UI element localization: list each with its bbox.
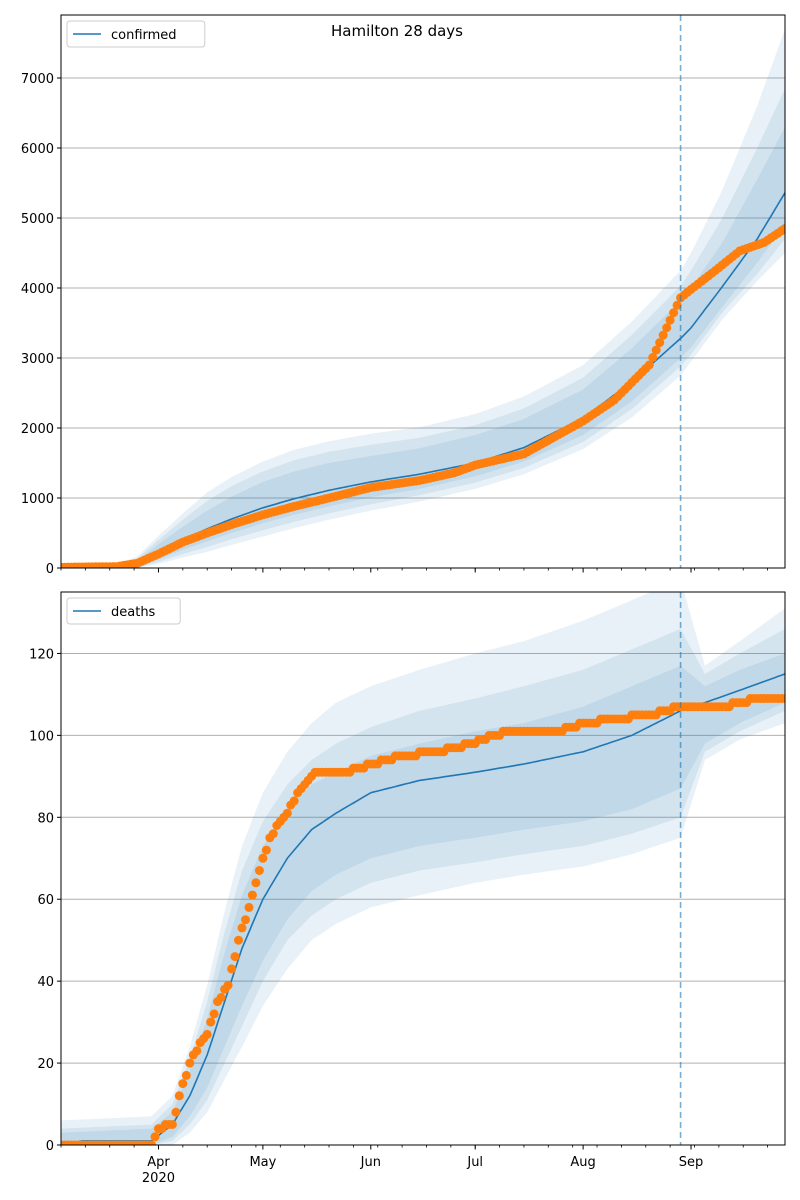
observed-point xyxy=(209,1009,219,1019)
uncertainty-band xyxy=(61,29,785,568)
y-tick-label: 1000 xyxy=(21,492,54,507)
observed-point xyxy=(167,1120,177,1129)
observed-point xyxy=(192,1046,202,1056)
observed-point xyxy=(147,1140,156,1145)
x-tick-label: Jun xyxy=(360,1155,381,1170)
observed-point xyxy=(665,315,675,325)
observed-point xyxy=(672,300,682,310)
x-tick-sublabel: 2020 xyxy=(142,1171,175,1186)
legend-label: confirmed xyxy=(111,28,177,43)
observed-point xyxy=(241,915,250,925)
observed-point xyxy=(268,829,278,839)
uncertainty-band xyxy=(61,653,785,1145)
observed-point xyxy=(206,1017,216,1027)
y-tick-label: 4000 xyxy=(21,282,54,297)
figure-title: Hamilton 28 days xyxy=(331,22,463,40)
x-tick-label: Apr xyxy=(147,1155,170,1170)
legend: confirmed xyxy=(66,20,206,48)
observed-point xyxy=(202,1029,212,1039)
observed-point xyxy=(289,796,299,806)
observed-point xyxy=(247,890,257,900)
observed-point xyxy=(244,902,254,912)
observed-point xyxy=(780,694,785,703)
observed-point xyxy=(185,1058,195,1068)
y-tick-label: 80 xyxy=(37,811,54,826)
observed-point xyxy=(258,853,268,863)
y-tick-label: 60 xyxy=(37,893,54,908)
y-tick-label: 0 xyxy=(46,1139,54,1154)
y-tick-label: 6000 xyxy=(21,142,54,157)
observed-point xyxy=(254,866,264,875)
observed-point xyxy=(150,1132,160,1142)
uncertainty-band xyxy=(61,628,785,1145)
observed-point xyxy=(216,993,226,1002)
x-tick-label: Aug xyxy=(570,1155,595,1170)
y-tick-label: 100 xyxy=(29,729,54,744)
observed-point xyxy=(171,1107,181,1117)
observed-point xyxy=(651,345,661,355)
y-tick-label: 5000 xyxy=(21,212,54,227)
observed-point xyxy=(230,952,240,962)
uncertainty-band xyxy=(61,88,785,568)
observed-point xyxy=(181,1070,191,1080)
observed-point xyxy=(178,1079,188,1089)
observed-point xyxy=(644,360,654,370)
observed-point xyxy=(780,224,785,233)
uncertainty-band xyxy=(61,592,785,1145)
observed-point xyxy=(227,964,237,974)
observed-point xyxy=(251,878,261,888)
x-tick-label: Jul xyxy=(466,1155,483,1170)
axes-frame xyxy=(60,14,786,569)
observed-point xyxy=(234,935,243,945)
observed-point xyxy=(237,923,247,933)
y-tick-label: 40 xyxy=(37,975,54,990)
observed-point xyxy=(662,323,672,333)
legend-box xyxy=(66,597,181,625)
observed-point xyxy=(282,808,292,818)
observed-point xyxy=(174,1091,184,1101)
legend-box xyxy=(66,20,206,48)
legend: deaths xyxy=(66,597,181,625)
observed-point xyxy=(223,980,233,990)
observed-point xyxy=(261,845,271,855)
observed-point xyxy=(658,330,668,340)
y-tick-label: 0 xyxy=(46,562,54,577)
model-line xyxy=(61,673,785,1145)
y-tick-label: 2000 xyxy=(21,422,54,437)
y-tick-label: 20 xyxy=(37,1057,54,1072)
observed-point xyxy=(648,353,658,362)
axes-frame xyxy=(60,591,786,1146)
y-tick-label: 120 xyxy=(29,647,54,662)
observed-point xyxy=(669,308,679,318)
x-tick-label: May xyxy=(249,1155,276,1170)
x-tick-label: Sep xyxy=(679,1155,704,1170)
plot-area xyxy=(61,29,785,568)
plot-area xyxy=(61,592,785,1145)
y-tick-label: 3000 xyxy=(21,352,54,367)
legend-label: deaths xyxy=(111,605,156,620)
observed-point xyxy=(655,338,665,348)
panel-confirmed: 0 1000 2000 3000 4000 5000 6000 7000 confirmed xyxy=(21,14,786,577)
y-tick-label: 7000 xyxy=(21,72,54,87)
